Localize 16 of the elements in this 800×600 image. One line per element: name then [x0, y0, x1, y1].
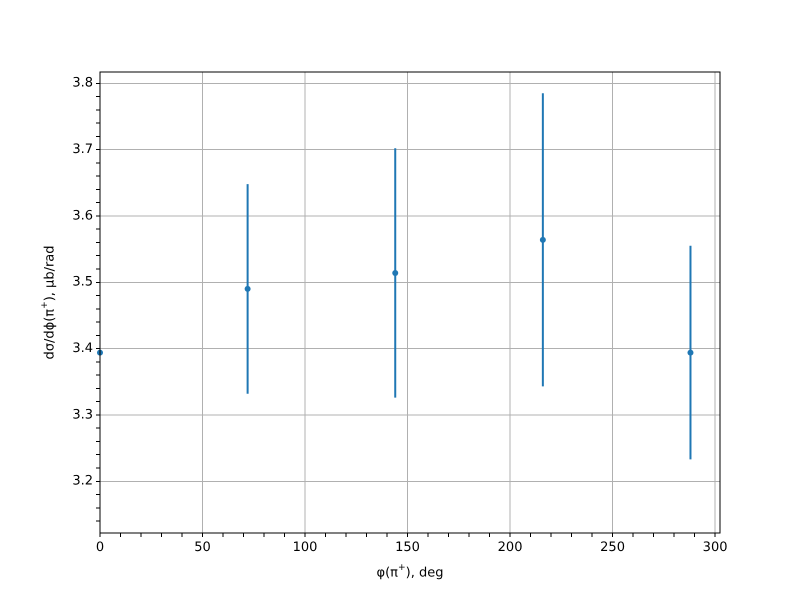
x-axis-title: φ(π+), deg [376, 563, 444, 580]
y-axis-title: dσ/dϕ(π+), μb/rad [40, 245, 58, 360]
y-tick-label: 3.2 [72, 474, 93, 489]
y-tick-label: 3.5 [72, 274, 93, 290]
y-tick-label: 3.7 [72, 142, 93, 157]
y-tick-label: 3.3 [72, 407, 93, 422]
y-tick-label: 3.4 [72, 340, 93, 356]
x-tick-label: 50 [194, 540, 211, 556]
x-tick-label: 300 [702, 540, 728, 556]
x-tick-label: 150 [395, 540, 420, 556]
y-tick-label: 3.8 [72, 76, 93, 91]
x-tick-label: 100 [292, 540, 318, 556]
x-tick-label: 200 [498, 540, 522, 556]
x-tick-label: 250 [600, 540, 625, 556]
y-tick-label: 3.6 [72, 208, 93, 224]
x-tick-label: 0 [96, 540, 104, 556]
